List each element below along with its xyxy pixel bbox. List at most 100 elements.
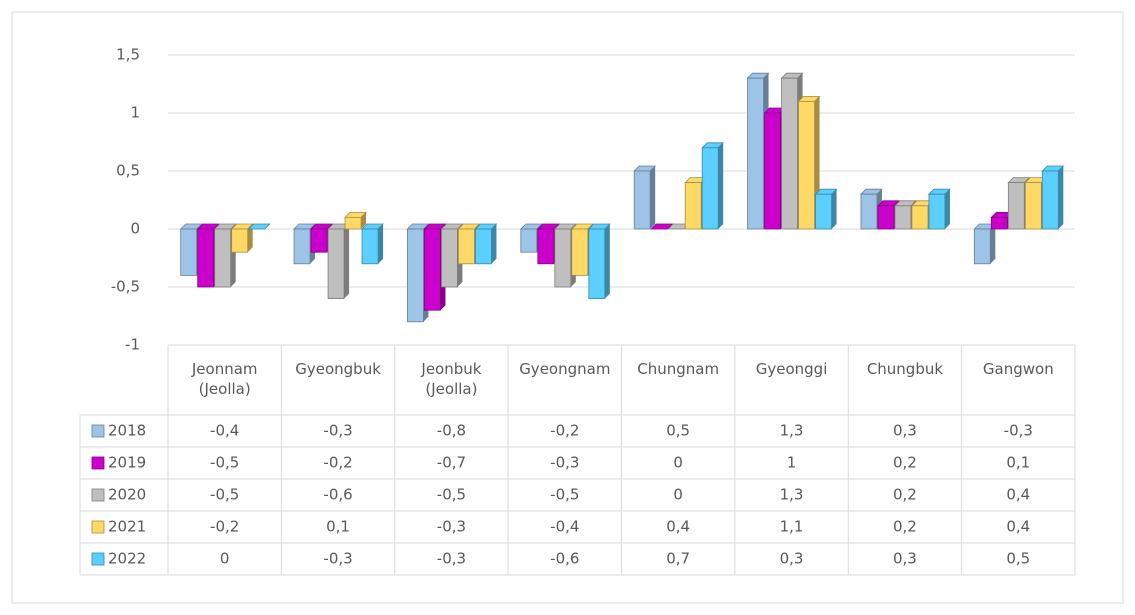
category-label: Chungnam: [637, 360, 720, 378]
table-value: 1: [787, 454, 797, 472]
bar: [520, 228, 538, 253]
table-value: 0,2: [893, 486, 917, 504]
bar: [1007, 182, 1025, 230]
bar-side: [1058, 166, 1064, 229]
table-value: -0,5: [550, 486, 579, 504]
bar-side: [247, 224, 253, 253]
table-value: 0: [673, 486, 683, 504]
bar-side: [831, 189, 837, 229]
table-value: -0,5: [437, 486, 466, 504]
bar: [633, 170, 651, 230]
table-value: -0,3: [323, 422, 352, 440]
bar: [554, 228, 572, 288]
table-value: 0,3: [893, 550, 917, 568]
legend-label: 2022: [108, 550, 146, 568]
table-value: -0,6: [323, 486, 352, 504]
table-value: 1,1: [780, 518, 804, 536]
table-value: -0,6: [550, 550, 579, 568]
table-value: 0,3: [780, 550, 804, 568]
table-value: 0: [673, 454, 683, 472]
category-label: Gyeongnam: [519, 360, 611, 378]
bar: [701, 147, 719, 230]
category-label: Chungbuk: [866, 360, 944, 378]
table-value: 0,4: [1006, 518, 1030, 536]
bar: [537, 228, 555, 265]
bar-top: [247, 223, 271, 230]
bar: [747, 77, 764, 230]
bar: [928, 193, 946, 230]
table-value: 1,3: [780, 422, 804, 440]
bar: [781, 77, 798, 230]
legend-label: 2020: [108, 486, 146, 504]
bar: [458, 228, 475, 265]
table-value: 0,3: [893, 422, 917, 440]
bar: [180, 228, 198, 276]
bar-side: [990, 224, 996, 264]
bar: [588, 228, 606, 299]
bar: [231, 228, 249, 253]
legend-label: 2018: [108, 422, 146, 440]
bar-side: [378, 224, 384, 264]
bar: [990, 216, 1008, 230]
bar-side: [944, 189, 950, 229]
chart-border: [11, 11, 1124, 604]
table-value: 0,5: [1006, 550, 1030, 568]
table-value: -0,2: [550, 422, 579, 440]
bar-side: [650, 166, 656, 229]
bar: [407, 228, 424, 323]
legend-swatch: [91, 456, 105, 470]
table-value: -0,3: [1004, 422, 1033, 440]
table-value: 0,4: [666, 518, 690, 536]
bar: [1024, 182, 1042, 230]
bar: [911, 205, 929, 230]
y-tick-label: -1: [125, 336, 140, 354]
bar-side: [604, 224, 610, 299]
bar-side: [491, 224, 497, 264]
bar: [764, 112, 781, 230]
bar: [344, 216, 362, 230]
y-tick-label: 0,5: [116, 162, 140, 180]
table-value: 0,1: [326, 518, 350, 536]
y-tick-label: 1,5: [116, 46, 140, 64]
bar: [214, 228, 232, 288]
bar: [877, 205, 895, 230]
bar: [860, 193, 878, 230]
table-value: -0,3: [323, 550, 352, 568]
bar: [424, 228, 441, 311]
bar: [815, 193, 832, 230]
bar: [894, 205, 912, 230]
table-value: -0,3: [550, 454, 579, 472]
table-value: -0,4: [210, 422, 239, 440]
table-value: -0,8: [437, 422, 466, 440]
table-value: 0,2: [893, 518, 917, 536]
bar: [1041, 170, 1059, 230]
bar-side: [718, 142, 724, 229]
bar: [441, 228, 458, 288]
bar: [798, 101, 815, 230]
category-label: Jeonnam (Jeolla): [191, 360, 258, 398]
table-value: 0,4: [1006, 486, 1030, 504]
table-value: 0,7: [666, 550, 690, 568]
table-value: -0,4: [550, 518, 579, 536]
category-label: Gyeonggi: [755, 360, 828, 378]
table-value: 0,5: [666, 422, 690, 440]
table-value: 0: [220, 550, 230, 568]
bar: [571, 228, 589, 276]
legend-label: 2021: [108, 518, 146, 536]
bar: [310, 228, 328, 253]
table-value: -0,3: [437, 550, 466, 568]
y-tick-label: 0: [130, 220, 140, 238]
legend-swatch: [91, 488, 105, 502]
table-value: -0,5: [210, 454, 239, 472]
table-value: 0,2: [893, 454, 917, 472]
bar: [361, 228, 379, 265]
legend-swatch: [91, 424, 105, 438]
legend-label: 2019: [108, 454, 146, 472]
bar-top: [650, 223, 674, 230]
bar: [293, 228, 311, 265]
table-value: -0,3: [437, 518, 466, 536]
bar: [475, 228, 492, 265]
legend-swatch: [91, 520, 105, 534]
